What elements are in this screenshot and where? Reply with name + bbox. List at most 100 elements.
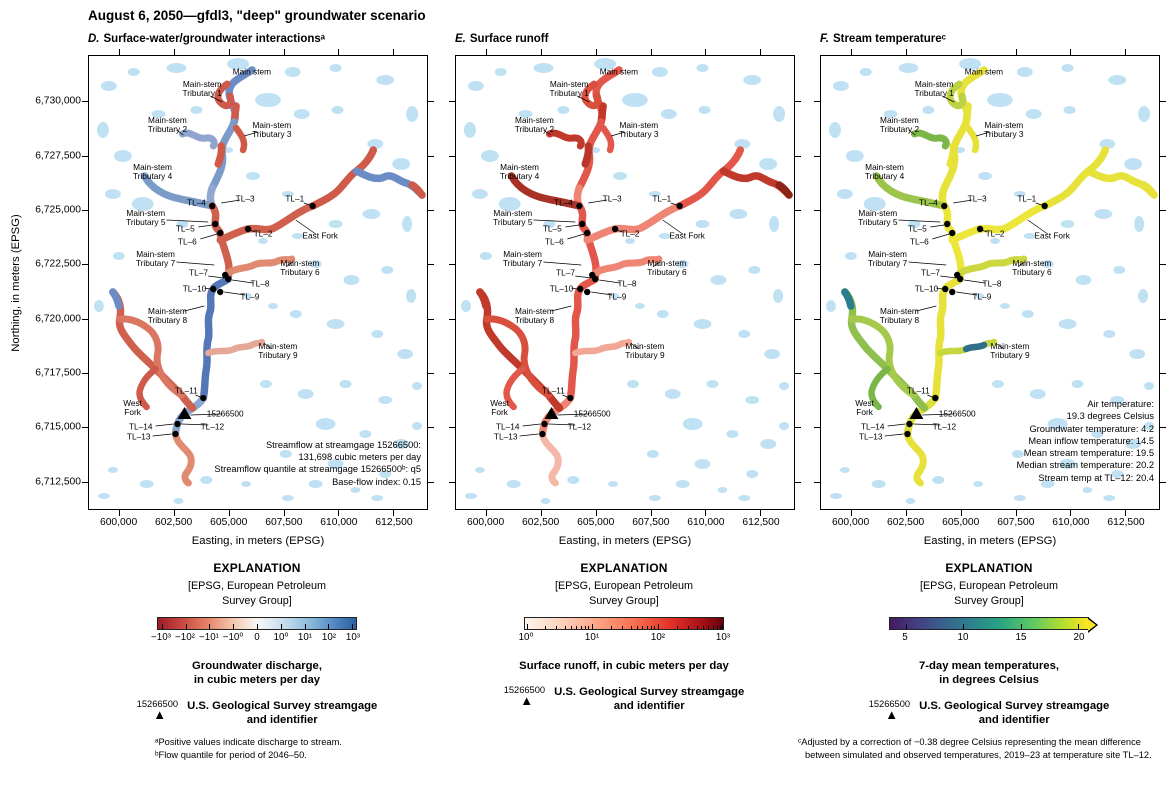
axis-tick [814, 373, 820, 375]
axis-tick [228, 49, 230, 55]
axis-tick [795, 318, 801, 320]
axis-tick [1160, 481, 1166, 483]
x-tick-label: 607,500 [632, 517, 670, 528]
colorbar-tick [526, 624, 528, 630]
explanation-heading: EXPLANATION [213, 561, 301, 575]
axis-tick [760, 49, 762, 55]
colorbar-minor-tick [630, 625, 632, 630]
footnotes-d: ᵃPositive values indicate discharge to s… [155, 736, 342, 760]
colorbar-labels-e: 10⁰ 10¹ 10² 10³ [519, 632, 731, 645]
axis-tick [650, 510, 652, 516]
axis-tick [814, 155, 820, 157]
axis-tick [82, 101, 88, 103]
colorbar-tick [1020, 624, 1022, 630]
axis-tick [906, 49, 908, 55]
colorbar-tick-label: 10³ [345, 632, 361, 644]
colorbar-tick-label: −10² [175, 632, 195, 644]
colorbar-title-d: Groundwater discharge, in cubic meters p… [192, 660, 322, 687]
explanation-heading: EXPLANATION [945, 561, 1033, 575]
y-axis-label: Northing, in meters (EPSG) [10, 214, 22, 352]
map-plot-f: Main stem Main-stem Tributary 1 Main-stem … [814, 49, 1166, 516]
streamgage-label: U.S. Geological Survey streamgage and id… [187, 700, 378, 727]
explanation-heading: EXPLANATION [580, 561, 668, 575]
axis-tick [795, 101, 801, 103]
colorbar-minor-tick [676, 625, 678, 630]
axis-tick [960, 510, 962, 516]
streamgage-legend-d: 15266500 ▲ U.S. Geological Survey stream… [137, 699, 378, 727]
axis-tick [1160, 427, 1166, 429]
axis-tick [851, 510, 853, 516]
axis-tick [449, 155, 455, 157]
axis-tick [1015, 49, 1017, 55]
colorbar-tick [161, 624, 163, 630]
colorbar-minor-tick [708, 625, 710, 630]
colorbar-minor-tick [653, 625, 655, 630]
axis-tick [1160, 155, 1166, 157]
axis-tick [428, 155, 434, 157]
colorbar-tick [963, 624, 965, 630]
colorbar-tick-label: 10⁰ [273, 632, 289, 644]
legend-d: EXPLANATION [EPSG, European Petroleum Su… [67, 561, 447, 762]
colorbar-tick-label: 10 [957, 632, 969, 644]
axis-tick [449, 264, 455, 266]
axis-tick [541, 49, 543, 55]
panel-surface-runoff: E. Surface runoff Main stem Main-stem Trib… [449, 30, 801, 713]
axis-tick [795, 481, 801, 483]
axis-tick [82, 318, 88, 320]
colorbar-labels-d: −10³ −10² −10¹ −10⁰ 0 10⁰ 10¹ 10² 10³ [151, 632, 361, 645]
axis-tick [595, 49, 597, 55]
y-tick-label: 6,722,500 [35, 258, 81, 270]
x-tick-label: 600,000 [99, 517, 138, 528]
colorbar-wrap-d: −10³ −10² −10¹ −10⁰ 0 10⁰ 10¹ 10² 10³ [151, 617, 361, 645]
panel-groundwater-interactions: D. Surface-water/groundwater interactions… [35, 30, 434, 762]
x-tick-label: 607,500 [265, 517, 303, 528]
axis-tick [1070, 49, 1072, 55]
y-tick-label: 6,712,500 [35, 476, 81, 488]
colorbar-tick [257, 624, 258, 630]
x-tick-label: 612,500 [742, 517, 780, 528]
axis-tick [82, 373, 88, 375]
x-tick-labels-d: 600,000 602,500 605,000 607,500 610,000 612,5… [88, 517, 428, 532]
colorbar-minor-tick [703, 625, 705, 630]
axis-tick [760, 510, 762, 516]
y-tick-label: 6,720,000 [35, 313, 81, 325]
axis-tick [82, 155, 88, 157]
x-tick-label: 600,000 [466, 517, 505, 528]
streamgage-triangle-icon: ▲ [885, 707, 899, 723]
panel-title-d: D. Surface-water/groundwater interactions… [88, 33, 326, 45]
axis-tick [486, 49, 488, 55]
axis-tick [428, 101, 434, 103]
figure-title: August 6, 2050—gfdl3, "deep" groundwater… [88, 8, 426, 23]
y-tick-label: 6,717,500 [35, 367, 81, 379]
axis-tick [814, 101, 820, 103]
axis-tick [814, 427, 820, 429]
colorbar-tick-label: 10² [650, 632, 666, 644]
epsg-note: [EPSG, European Petroleum Survey Group] [187, 580, 327, 607]
footnotes-f: ᶜAdjusted by a correction of −0.38 degre… [798, 736, 1152, 760]
y-tick-label: 6,727,500 [35, 150, 81, 162]
x-tick-label: 605,000 [577, 517, 615, 528]
axis-tick [795, 427, 801, 429]
x-tick-label: 607,500 [997, 517, 1035, 528]
legend-f: EXPLANATION [EPSG, European Petroleum Su… [798, 561, 1173, 762]
colorbar-tick-label: 0 [254, 632, 260, 644]
x-tick-label: 605,000 [210, 517, 248, 528]
axis-tick [449, 373, 455, 375]
colorbar-tick-label: 10¹ [584, 632, 600, 644]
axis-tick [283, 49, 285, 55]
axis-tick [174, 510, 176, 516]
colorbar-tick-label: −10⁰ [222, 632, 244, 644]
axis-tick [1160, 373, 1166, 375]
x-tick-label: 602,500 [887, 517, 925, 528]
axis-tick [449, 318, 455, 320]
colorbar-title-f: 7-day mean temperatures, in degrees Cels… [918, 660, 1059, 687]
colorbar-temperature [889, 617, 1098, 634]
colorbar-minor-tick [584, 625, 586, 630]
colorbar-minor-tick [716, 625, 718, 630]
colorbar-tick-label: 20 [1073, 632, 1085, 644]
colorbar-minor-tick [688, 625, 690, 630]
x-tick-label: 610,000 [320, 517, 358, 528]
colorbar-tick-label: 10¹ [297, 632, 313, 644]
x-tick-label: 612,500 [375, 517, 413, 528]
axis-tick [174, 49, 176, 55]
